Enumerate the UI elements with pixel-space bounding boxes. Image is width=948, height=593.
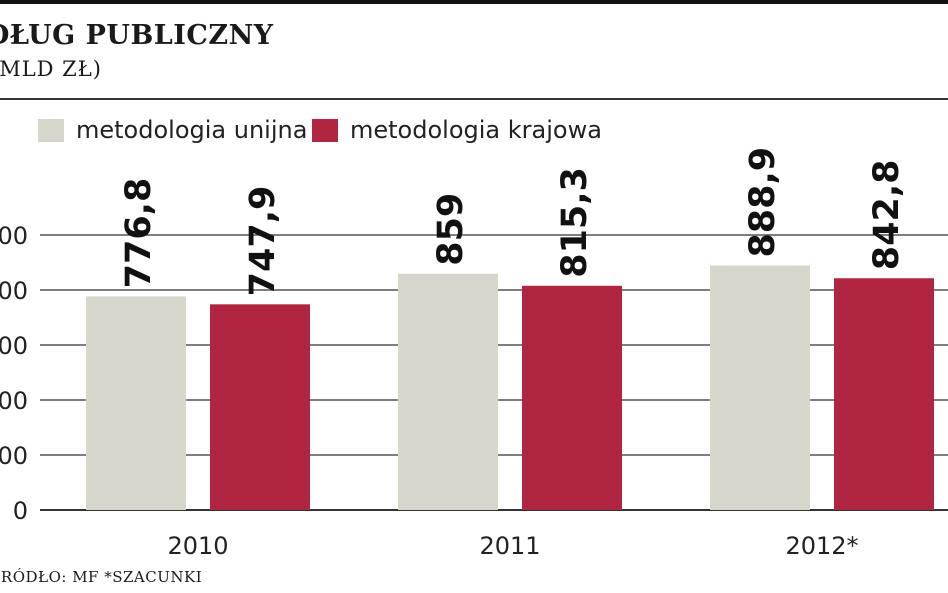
- x-tick-label: 2010: [167, 532, 228, 560]
- source-note: ŹRÓDŁO: MF *SZACUNKI: [0, 568, 203, 586]
- bar: [398, 273, 498, 510]
- y-tick-label: 400: [0, 387, 28, 415]
- bar: [210, 304, 310, 510]
- y-tick-label: 600: [0, 332, 28, 360]
- header-rule: [0, 98, 948, 100]
- bar: [710, 265, 810, 510]
- bar: [86, 296, 186, 510]
- bar-value-label: 842,8: [867, 160, 907, 271]
- bar-value-label: 815,3: [555, 167, 595, 278]
- top-rule: [0, 0, 948, 4]
- legend-swatch-krajowa: [312, 118, 338, 142]
- bar-value-label: 888,9: [743, 147, 783, 258]
- y-tick-label: 0: [13, 497, 28, 525]
- legend-swatch-unijna: [38, 118, 64, 142]
- bar: [522, 285, 622, 510]
- y-tick-label: 1000: [0, 222, 28, 250]
- legend-item-krajowa: metodologia krajowa: [312, 116, 602, 144]
- y-tick-label: 800: [0, 277, 28, 305]
- legend-label-unijna: metodologia unijna: [76, 116, 308, 144]
- legend-label-krajowa: metodologia krajowa: [350, 116, 602, 144]
- bar-value-label: 776,8: [119, 178, 159, 289]
- chart-subtitle: (MLD ZŁ): [0, 57, 102, 81]
- chart-title: DŁUG PUBLICZNY: [0, 20, 274, 51]
- y-tick-label: 200: [0, 442, 28, 470]
- bar-value-label: 747,9: [243, 186, 283, 297]
- x-tick-label: 2011: [479, 532, 540, 560]
- bar: [834, 278, 934, 510]
- legend-item-unijna: metodologia unijna: [38, 116, 307, 144]
- bar-value-label: 859: [431, 193, 471, 266]
- x-tick-label: 2012*: [785, 532, 858, 560]
